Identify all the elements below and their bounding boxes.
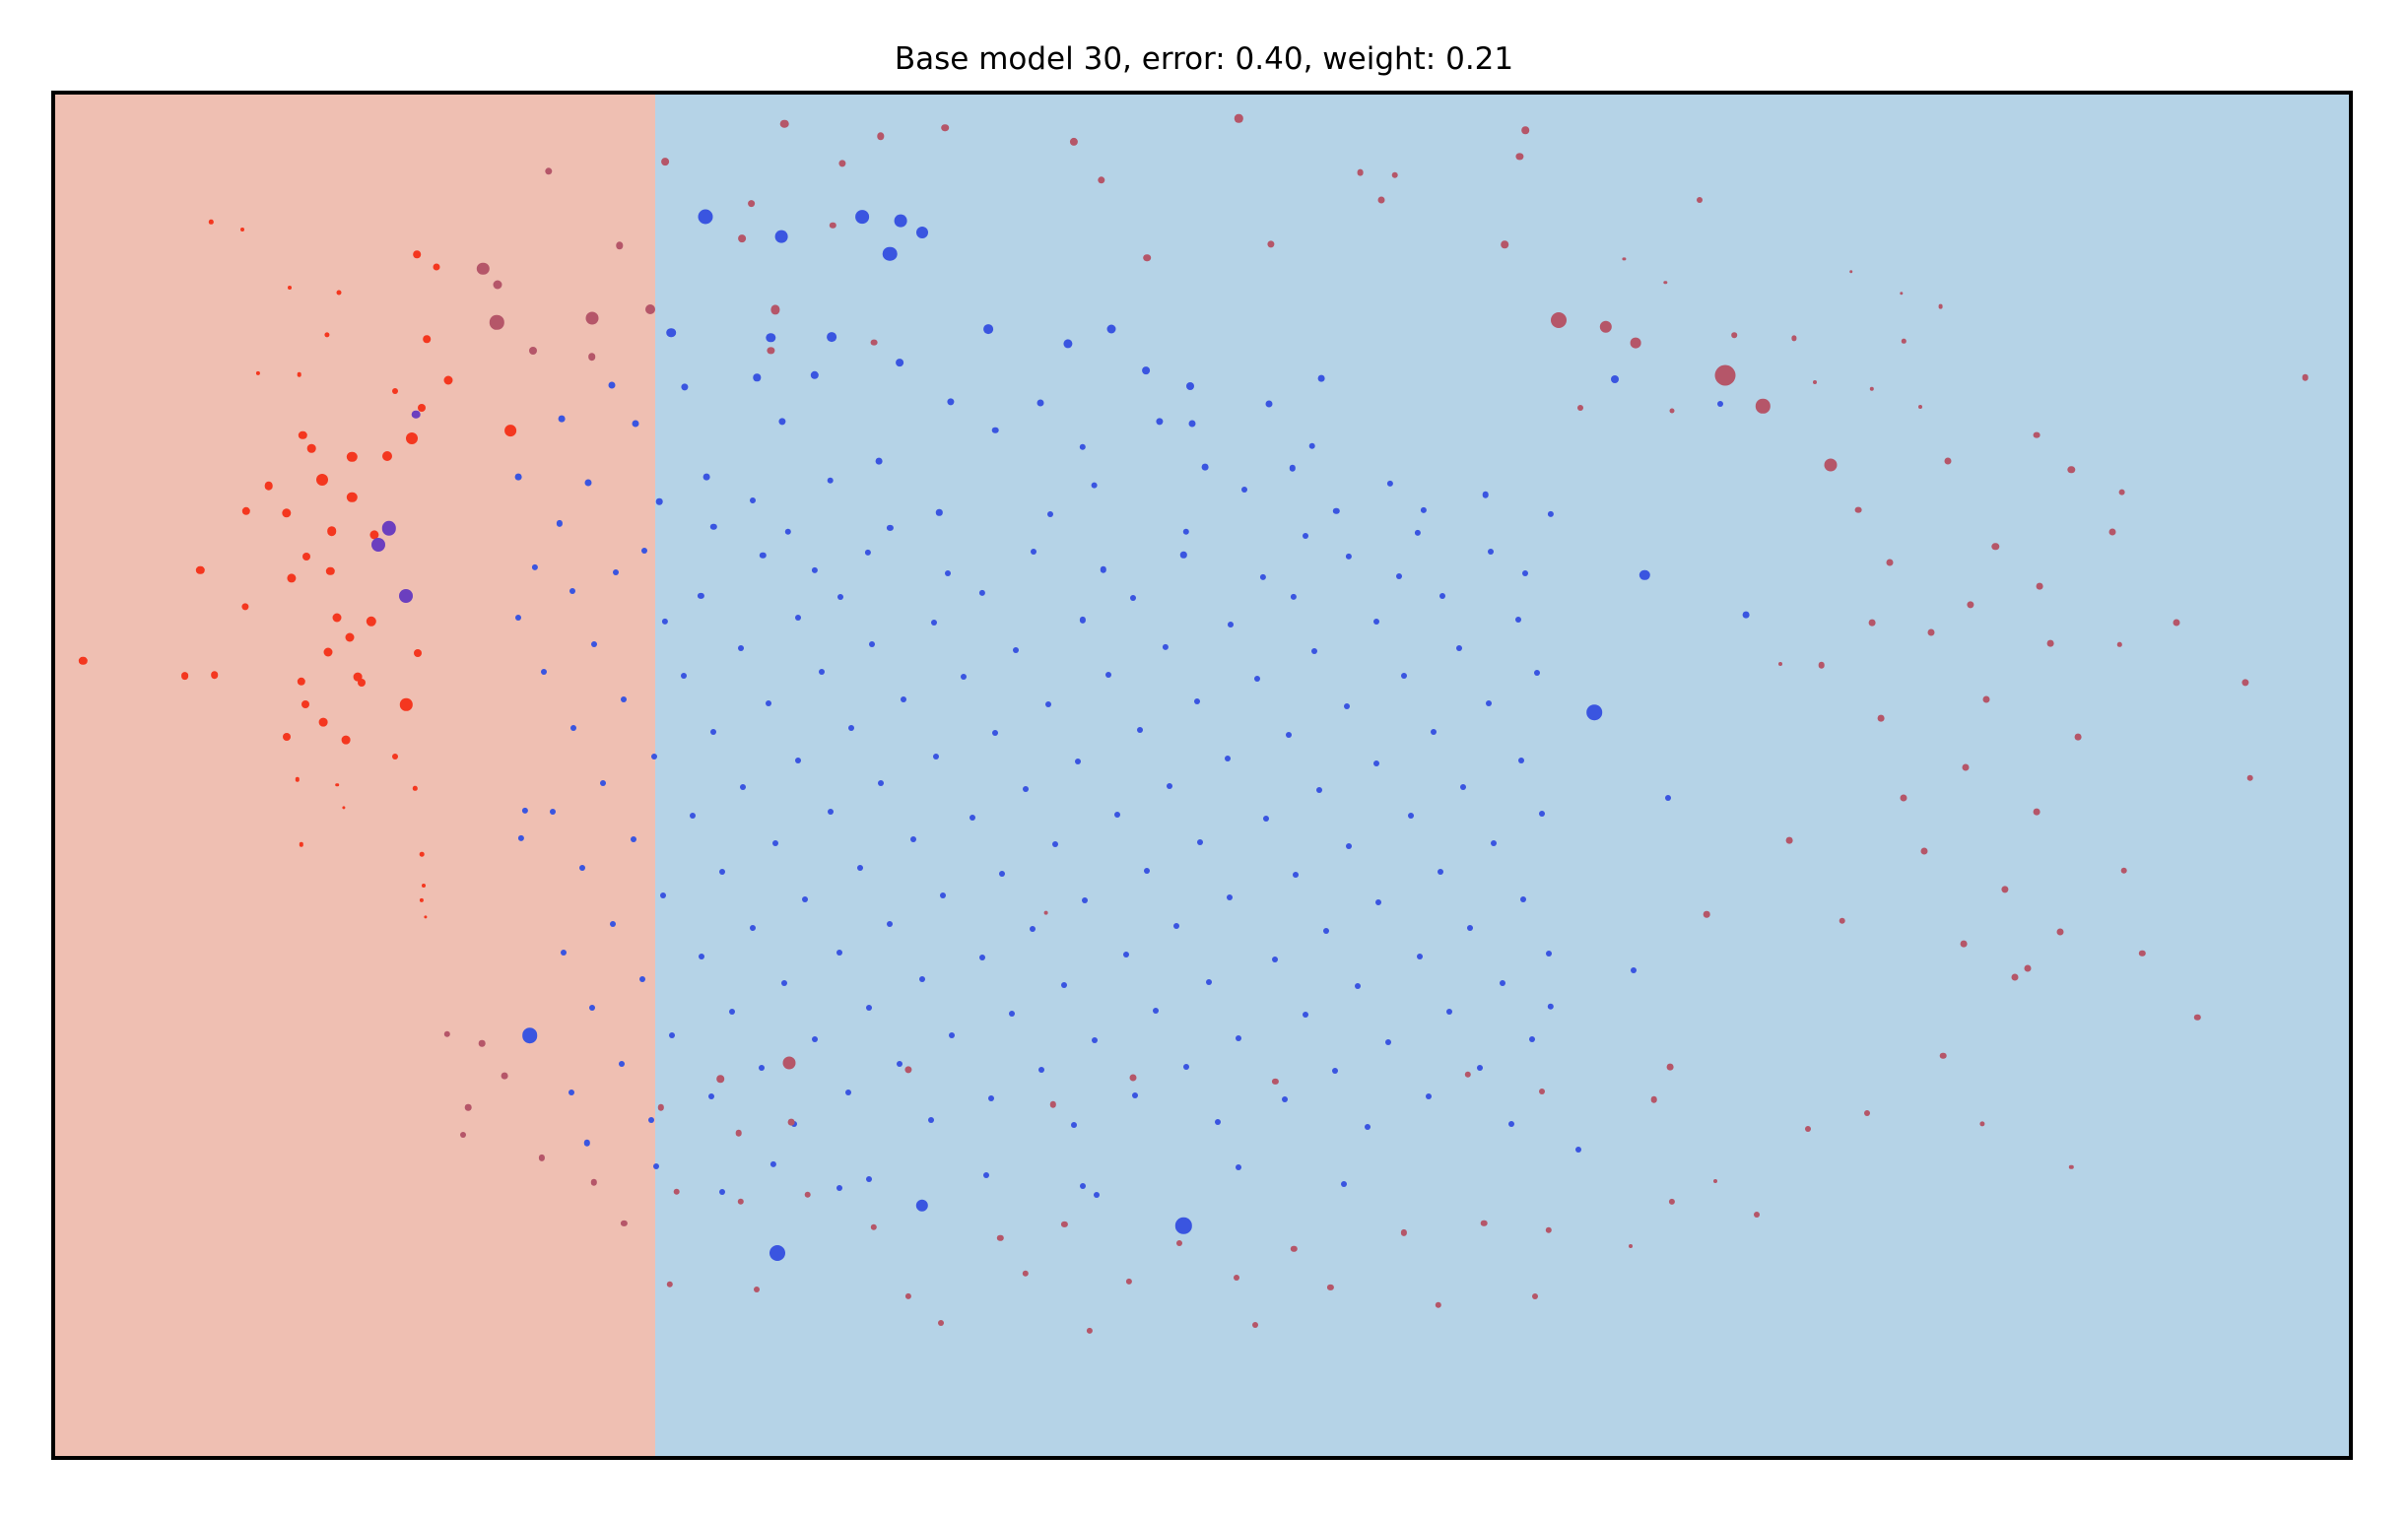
decision-region-red — [55, 95, 655, 1456]
decision-region-blue — [654, 95, 2349, 1456]
page-title: Base model 30, error: 0.40, weight: 0.21 — [894, 41, 1514, 77]
scatter-plot-axes — [51, 91, 2353, 1460]
